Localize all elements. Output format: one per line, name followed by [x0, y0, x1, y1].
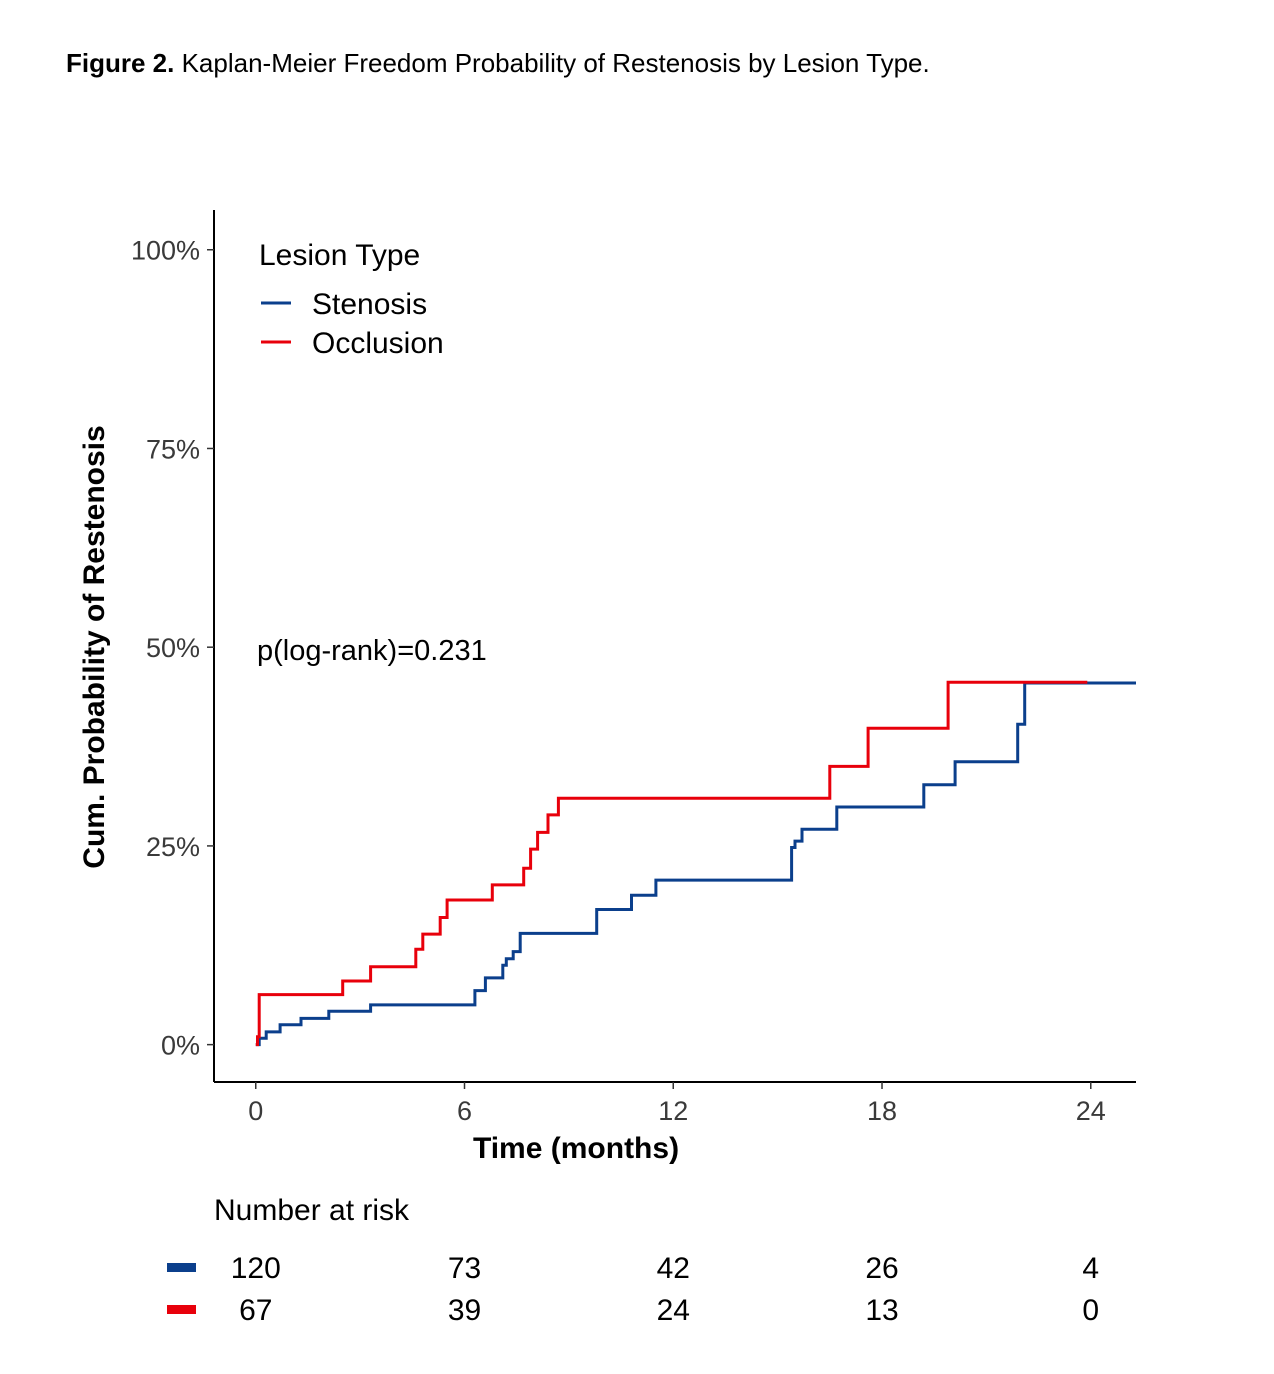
legend-entry: Stenosis: [312, 288, 427, 321]
y-tick-label: 0%: [161, 1031, 200, 1061]
y-tick-label: 100%: [131, 236, 200, 266]
y-tick-label: 50%: [146, 633, 200, 663]
risk-count: 26: [865, 1252, 898, 1285]
y-axis-title: Cum. Probability of Restenosis: [78, 425, 111, 868]
risk-table: Number at risk 120 73 42 26 4 67 39 24 13 0: [167, 1194, 1099, 1327]
axes: 0% 25% 50% 75% 100% 0 6 12 18 24 Time (months) Cum.…: [78, 210, 1136, 1165]
y-tick-label: 75%: [146, 434, 200, 464]
x-tick-label: 6: [457, 1096, 472, 1126]
y-tick-label: 25%: [146, 832, 200, 862]
legend-entry: Occlusion: [312, 327, 444, 360]
p-value-annotation: p(log-rank)=0.231: [257, 635, 487, 667]
survival-curves: [255, 680, 1136, 1047]
risk-count: 13: [865, 1294, 898, 1327]
risk-row-swatch: [167, 1305, 196, 1314]
figure-caption: Kaplan-Meier Freedom Probability of Rest…: [181, 48, 930, 78]
series-line-stenosis: [255, 681, 1136, 1047]
risk-count: 73: [448, 1252, 481, 1285]
x-tick-label: 12: [658, 1096, 688, 1126]
risk-count: 39: [448, 1294, 481, 1327]
risk-row-swatch: [167, 1263, 196, 1272]
figure-label: Figure 2.: [66, 48, 175, 78]
risk-count: 67: [239, 1294, 272, 1327]
x-axis-title: Time (months): [473, 1132, 679, 1165]
risk-count: 0: [1082, 1294, 1099, 1327]
risk-table-title: Number at risk: [214, 1194, 410, 1227]
risk-count: 24: [657, 1294, 690, 1327]
series-line-occlusion: [255, 680, 1088, 1047]
annotation-group: p(log-rank)=0.231: [257, 635, 487, 667]
legend: Lesion Type Stenosis Occlusion: [259, 239, 444, 360]
risk-count: 120: [231, 1252, 281, 1285]
risk-count: 42: [657, 1252, 690, 1285]
legend-title: Lesion Type: [259, 239, 420, 272]
risk-count: 4: [1082, 1252, 1099, 1285]
figure-title: Figure 2. Kaplan-Meier Freedom Probabili…: [66, 48, 930, 79]
x-tick-label: 24: [1076, 1096, 1106, 1126]
x-tick-label: 18: [867, 1096, 897, 1126]
x-tick-label: 0: [248, 1096, 263, 1126]
